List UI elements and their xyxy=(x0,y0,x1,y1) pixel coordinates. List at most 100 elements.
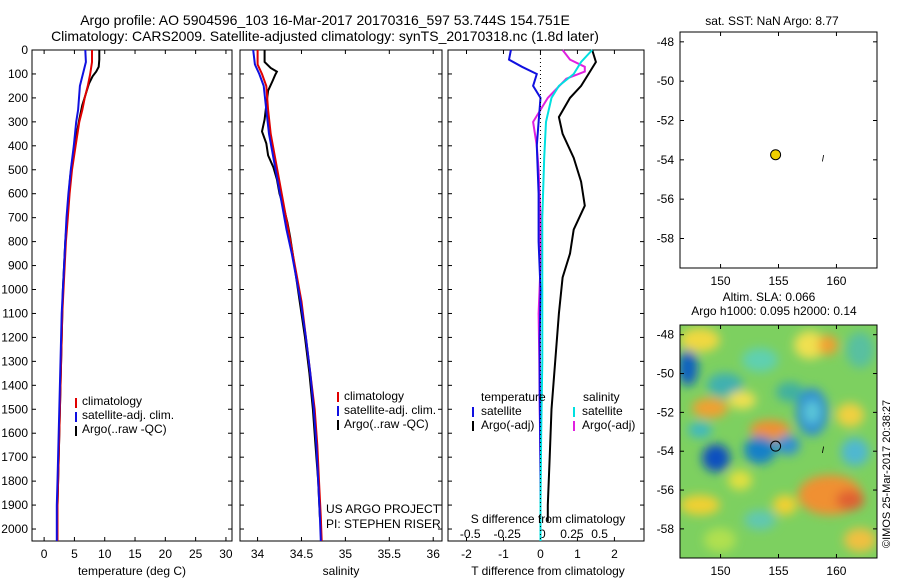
map-y-tick-label: -56 xyxy=(657,192,675,206)
sst-axes: 150 155 160 -48 -50 -52 -54 -56 -58 xyxy=(657,32,877,288)
y-tick-label: 200 xyxy=(8,91,28,105)
t-difference-xlabel: T difference from climatology xyxy=(471,564,625,578)
s-diff-tick-label: 0 xyxy=(539,527,546,541)
legend-label-argo: Argo(..raw -QC) xyxy=(82,422,167,436)
difference-y-ticks xyxy=(448,49,644,530)
sla-heatmap xyxy=(680,325,877,558)
map-x-tick-label: 160 xyxy=(826,564,846,578)
legend-label-climatology: climatology xyxy=(344,389,404,403)
temperature-x-axis: 0 5 10 15 20 25 30 xyxy=(41,50,233,561)
temperature-legend: climatology satellite-adj. clim. Argo(..… xyxy=(75,394,174,436)
x-tick-label: 25 xyxy=(189,547,203,561)
legend-label-s-argo: Argo(-adj) xyxy=(582,418,635,432)
x-tick-label: 0 xyxy=(537,547,544,561)
s-diff-tick-label: -0.25 xyxy=(493,527,521,541)
y-tick-label: 100 xyxy=(8,67,28,81)
sla-marks: I xyxy=(770,440,825,455)
y-tick-label: 700 xyxy=(8,211,28,225)
cursor-mark: I xyxy=(822,154,825,164)
sla-title-line2: Argo h1000: 0.095 h2000: 0.14 xyxy=(691,304,857,318)
y-tick-label: 1600 xyxy=(1,426,28,440)
salinity-axes-frame xyxy=(239,49,443,542)
temperature-xlabel: temperature (deg C) xyxy=(78,564,186,578)
legend-label-s-satellite: satellite xyxy=(582,404,623,418)
depth-axis: 0 100 200 300 400 500 600 700 800 900 1000 1100 1200… xyxy=(1,43,232,536)
s-difference-x-axis: -0.5 -0.25 0 0.25 0.5 xyxy=(460,527,608,541)
y-tick-label: 1200 xyxy=(1,330,28,344)
sst-title: sat. SST: NaN Argo: 8.77 xyxy=(705,14,839,28)
x-tick-label: 15 xyxy=(128,547,142,561)
x-tick-label: 30 xyxy=(219,547,233,561)
series-line-satellite xyxy=(252,49,322,542)
map-y-tick-label: -48 xyxy=(657,328,675,342)
legend-title-salinity: salinity xyxy=(583,390,620,404)
y-tick-label: 1300 xyxy=(1,354,28,368)
argo-position-marker xyxy=(770,149,782,161)
sla-title-line1: Altim. SLA: 0.066 xyxy=(723,290,816,304)
map-y-tick-label: -54 xyxy=(657,153,675,167)
map-y-tick-label: -54 xyxy=(657,444,675,458)
legend-label-t-argo: Argo(-adj) xyxy=(481,418,534,432)
map-y-tick-label: -50 xyxy=(657,367,675,381)
y-tick-label: 1400 xyxy=(1,378,28,392)
map-x-tick-label: 155 xyxy=(768,564,788,578)
map-y-tick-label: -48 xyxy=(657,35,675,49)
legend-label-t-satellite: satellite xyxy=(481,404,522,418)
plot-title-line1: Argo profile: AO 5904596_103 16-Mar-2017… xyxy=(80,12,570,28)
y-tick-label: 800 xyxy=(8,235,28,249)
map-y-tick-label: -52 xyxy=(657,114,675,128)
sla-map-panel: Altim. SLA: 0.066 Argo h1000: 0.095 h200… xyxy=(657,290,893,578)
y-tick-label: 1900 xyxy=(1,498,28,512)
s-difference-xlabel: S difference from climatology xyxy=(471,512,626,526)
difference-series xyxy=(507,49,597,541)
map-y-tick-label: -58 xyxy=(657,522,675,536)
x-tick-label: 34.5 xyxy=(290,547,314,561)
y-tick-label: 900 xyxy=(8,259,28,273)
y-tick-label: 1000 xyxy=(1,283,28,297)
map-y-tick-label: -50 xyxy=(657,74,675,88)
series-line-t_argo xyxy=(546,49,597,522)
difference-legend: temperature satellite Argo(-adj) salinit… xyxy=(472,390,635,432)
series-line-satellite xyxy=(55,49,87,541)
legend-label-satellite: satellite-adj. clim. xyxy=(82,408,174,422)
legend-title-temperature: temperature xyxy=(481,390,546,404)
x-tick-label: 34 xyxy=(251,547,265,561)
y-tick-label: 300 xyxy=(8,115,28,129)
y-tick-label: 400 xyxy=(8,139,28,153)
salinity-xlabel: salinity xyxy=(323,564,360,578)
y-tick-label: 1500 xyxy=(1,402,28,416)
temperature-axes-frame xyxy=(31,49,233,542)
salinity-panel: 34 34.5 35 35.5 36 salinity climatology sate… xyxy=(239,49,443,578)
y-tick-label: 1100 xyxy=(2,306,28,320)
map-y-tick-label: -58 xyxy=(657,232,675,246)
legend-label-satellite: satellite-adj. clim. xyxy=(344,403,436,417)
x-tick-label: 10 xyxy=(98,547,112,561)
salinity-legend: climatology satellite-adj. clim. Argo(..… xyxy=(337,389,436,431)
difference-panel: -2 -1 0 1 2 -0.5 -0.25 0 0.25 0.5 T difference f… xyxy=(447,49,645,578)
sst-map-panel: sat. SST: NaN Argo: 8.77 150 155 160 -48 -50… xyxy=(657,14,878,288)
x-tick-label: 36 xyxy=(427,547,441,561)
temperature-panel: 0100200300400500600700800900100011001200… xyxy=(1,43,233,578)
map-x-tick-label: 160 xyxy=(826,274,846,288)
plot-title-line2: Climatology: CARS2009. Satellite-adjuste… xyxy=(51,28,599,44)
y-tick-label: 1800 xyxy=(1,474,28,488)
series-line-s_satellite xyxy=(539,49,593,541)
s-diff-tick-label: -0.5 xyxy=(460,527,481,541)
map-x-tick-label: 150 xyxy=(711,564,731,578)
x-tick-label: 1 xyxy=(574,547,581,561)
credit-text: ©IMOS 25-Mar-2017 20:38:27 xyxy=(881,400,893,548)
map-x-tick-label: 155 xyxy=(768,274,788,288)
map-y-tick-label: -56 xyxy=(657,483,675,497)
pi-annotation: PI: STEPHEN RISER xyxy=(326,517,441,531)
x-tick-label: 2 xyxy=(611,547,618,561)
legend-label-argo: Argo(..raw -QC) xyxy=(344,417,429,431)
y-tick-label: 2000 xyxy=(1,522,28,536)
y-tick-label: 0 xyxy=(21,43,28,57)
t-difference-x-axis: -2 -1 0 1 2 xyxy=(461,50,618,561)
project-annotation: US ARGO PROJECT xyxy=(326,502,441,516)
sla-axes: 150 155 160 -48 -50 -52 -54 -56 -58 xyxy=(657,325,877,578)
x-tick-label: 20 xyxy=(159,547,173,561)
y-tick-label: 1700 xyxy=(1,450,28,464)
x-tick-label: 35 xyxy=(339,547,353,561)
